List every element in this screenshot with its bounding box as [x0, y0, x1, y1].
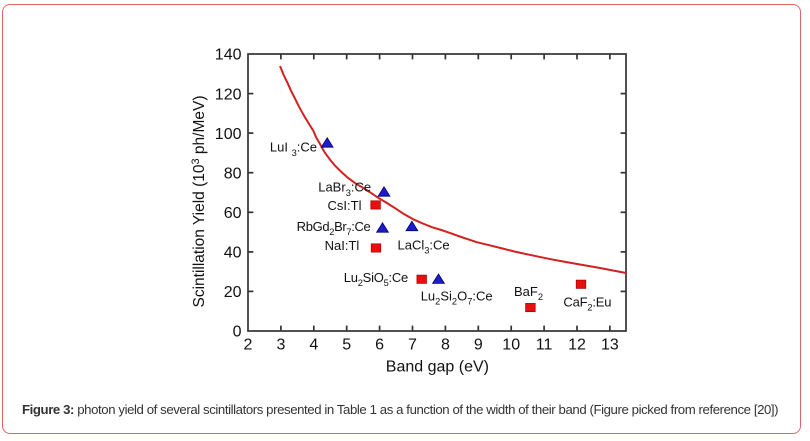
svg-text:CaF2:Eu: CaF2:Eu [563, 294, 611, 312]
svg-text:5: 5 [342, 337, 351, 354]
svg-text:4: 4 [309, 337, 318, 354]
svg-text:BaF2: BaF2 [514, 284, 543, 302]
svg-text:NaI:Tl: NaI:Tl [325, 238, 360, 253]
svg-text:RbGd2Br7:Ce: RbGd2Br7:Ce [297, 219, 371, 237]
svg-text:7: 7 [408, 337, 417, 354]
svg-text:11: 11 [536, 337, 553, 354]
svg-text:2: 2 [244, 337, 253, 354]
svg-text:120: 120 [215, 86, 242, 103]
svg-text:0: 0 [233, 324, 242, 341]
svg-text:40: 40 [224, 245, 242, 262]
svg-text:LuI 3:Ce: LuI 3:Ce [270, 140, 317, 158]
svg-text:LaCl3:Ce: LaCl3:Ce [398, 237, 450, 255]
svg-text:Band gap (eV): Band gap (eV) [386, 358, 489, 375]
svg-text:8: 8 [441, 337, 450, 354]
svg-text:60: 60 [224, 205, 242, 222]
svg-text:9: 9 [474, 337, 483, 354]
svg-text:20: 20 [224, 284, 242, 301]
svg-text:140: 140 [215, 47, 242, 64]
svg-text:100: 100 [215, 126, 242, 143]
svg-text:Scintillation Yield (103 ph/Me: Scintillation Yield (103 ph/MeV) [190, 95, 208, 307]
svg-text:Lu2SiO5:Ce: Lu2SiO5:Ce [344, 270, 408, 288]
svg-text:12: 12 [568, 337, 586, 354]
svg-text:10: 10 [502, 337, 520, 354]
svg-text:80: 80 [224, 165, 242, 182]
svg-text:3: 3 [276, 337, 285, 354]
svg-text:13: 13 [601, 337, 619, 354]
svg-text:LaBr3:Ce: LaBr3:Ce [318, 180, 371, 198]
svg-text:Lu2Si2O7:Ce: Lu2Si2O7:Ce [421, 288, 493, 306]
svg-text:6: 6 [375, 337, 384, 354]
svg-text:CsI:Tl: CsI:Tl [328, 198, 362, 213]
